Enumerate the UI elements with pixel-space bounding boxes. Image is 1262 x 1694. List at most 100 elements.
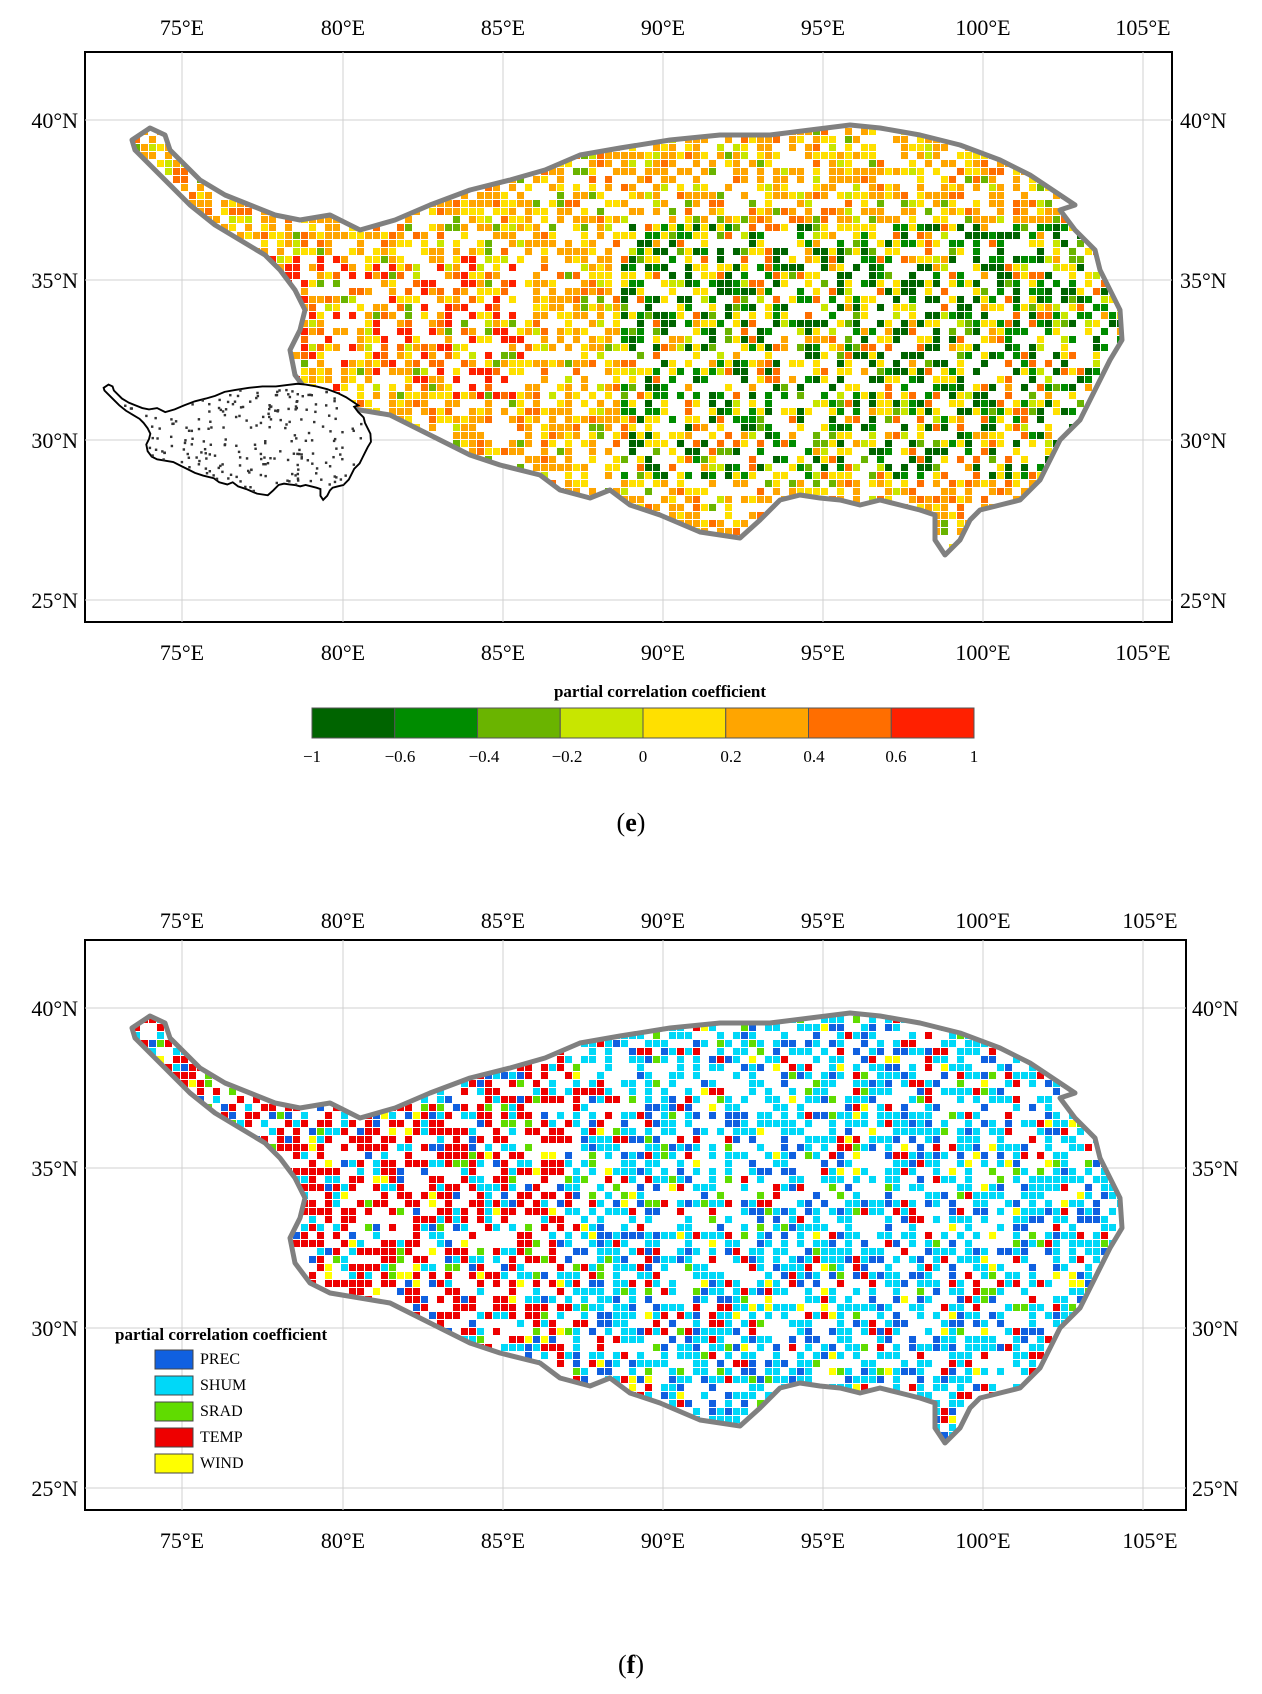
raster-cell bbox=[741, 256, 748, 263]
raster-cell bbox=[317, 312, 324, 319]
raster-cell bbox=[1053, 280, 1060, 287]
raster-cell bbox=[1085, 384, 1092, 391]
raster-cell bbox=[453, 208, 460, 215]
raster-cell bbox=[997, 464, 1004, 471]
raster-cell bbox=[701, 440, 708, 447]
raster-cell bbox=[437, 392, 444, 399]
raster-cell bbox=[629, 288, 636, 295]
raster-cell bbox=[661, 224, 668, 231]
inset-dot bbox=[290, 440, 293, 443]
raster-cell bbox=[805, 1024, 812, 1031]
raster-cell bbox=[365, 232, 372, 239]
raster-cell bbox=[941, 224, 948, 231]
raster-cell bbox=[757, 216, 764, 223]
raster-cell bbox=[613, 152, 620, 159]
raster-cell bbox=[621, 256, 628, 263]
raster-cell bbox=[973, 480, 980, 487]
raster-cell bbox=[389, 232, 396, 239]
raster-cell bbox=[253, 232, 260, 239]
raster-cell bbox=[933, 384, 940, 391]
raster-cell bbox=[317, 256, 324, 263]
inset-dot bbox=[269, 457, 272, 460]
raster-cell bbox=[861, 392, 868, 399]
raster-cell bbox=[1045, 296, 1052, 303]
raster-cell bbox=[957, 384, 964, 391]
raster-cell bbox=[605, 472, 612, 479]
raster-cell bbox=[1037, 408, 1044, 415]
inset-dot bbox=[301, 394, 304, 398]
raster-cell bbox=[845, 448, 852, 455]
inset-dot bbox=[171, 422, 174, 426]
raster-cell bbox=[709, 160, 716, 167]
raster-cell bbox=[149, 136, 156, 143]
raster-cell bbox=[765, 400, 772, 407]
raster-cell bbox=[941, 488, 948, 495]
raster-cell bbox=[725, 360, 732, 367]
raster-cell bbox=[365, 400, 372, 407]
raster-cell bbox=[325, 232, 332, 239]
raster-cell bbox=[541, 464, 548, 471]
raster-cell bbox=[749, 336, 756, 343]
raster-cell bbox=[469, 328, 476, 335]
inset-dot bbox=[256, 394, 260, 398]
raster-cell bbox=[429, 224, 436, 231]
raster-cell bbox=[1037, 304, 1044, 311]
raster-cell bbox=[717, 352, 724, 359]
raster-cell bbox=[965, 320, 972, 327]
raster-cell bbox=[917, 456, 924, 463]
inset-dot bbox=[335, 447, 338, 450]
raster-cell bbox=[701, 520, 708, 527]
raster-cell bbox=[325, 272, 332, 279]
raster-cell bbox=[1021, 208, 1028, 215]
raster-cell bbox=[509, 416, 516, 423]
raster-cell bbox=[693, 424, 700, 431]
raster-cell bbox=[549, 416, 556, 423]
raster-cell bbox=[1045, 384, 1052, 391]
raster-cell bbox=[853, 488, 860, 495]
raster-cell bbox=[453, 376, 460, 383]
raster-cell bbox=[741, 288, 748, 295]
raster-cell bbox=[325, 376, 332, 383]
raster-cell bbox=[693, 200, 700, 207]
raster-cell bbox=[965, 176, 972, 183]
raster-cell bbox=[461, 200, 468, 207]
raster-cell bbox=[861, 328, 868, 335]
raster-cell bbox=[845, 280, 852, 287]
raster-cell bbox=[917, 168, 924, 175]
raster-cell bbox=[765, 344, 772, 351]
raster-cell bbox=[357, 304, 364, 311]
raster-cell bbox=[629, 416, 636, 423]
raster-cell bbox=[549, 424, 556, 431]
lat-label: 25°N bbox=[1180, 588, 1227, 613]
raster-cell bbox=[597, 288, 604, 295]
inset-dot bbox=[248, 400, 252, 403]
raster-cell bbox=[949, 480, 956, 487]
raster-cell bbox=[925, 240, 932, 247]
raster-cell bbox=[469, 216, 476, 223]
raster-cell bbox=[901, 168, 908, 175]
raster-cell bbox=[749, 456, 756, 463]
raster-cell bbox=[421, 240, 428, 247]
raster-cell bbox=[941, 160, 948, 167]
raster-cell bbox=[797, 328, 804, 335]
raster-cell bbox=[229, 200, 236, 207]
raster-cell bbox=[821, 264, 828, 271]
map-panel-f: 75°E 80°E 85°E 90°E 95°E 100°E 105°E 75°… bbox=[31, 908, 1238, 1553]
raster-cell bbox=[645, 456, 652, 463]
raster-cell bbox=[573, 464, 580, 471]
inset-dot bbox=[269, 405, 272, 409]
raster-cell bbox=[701, 344, 708, 351]
raster-cell bbox=[613, 1040, 620, 1047]
raster-cell bbox=[837, 1024, 844, 1031]
raster-cell bbox=[621, 416, 628, 423]
raster-cell bbox=[901, 368, 908, 375]
raster-cell bbox=[493, 312, 500, 319]
raster-cell bbox=[845, 464, 852, 471]
raster-cell bbox=[829, 168, 836, 175]
inset-dot bbox=[296, 399, 299, 403]
raster-cell bbox=[589, 288, 596, 295]
raster-cell bbox=[749, 432, 756, 439]
inset-dot bbox=[249, 486, 252, 489]
raster-cell bbox=[509, 240, 516, 247]
raster-cell bbox=[773, 456, 780, 463]
